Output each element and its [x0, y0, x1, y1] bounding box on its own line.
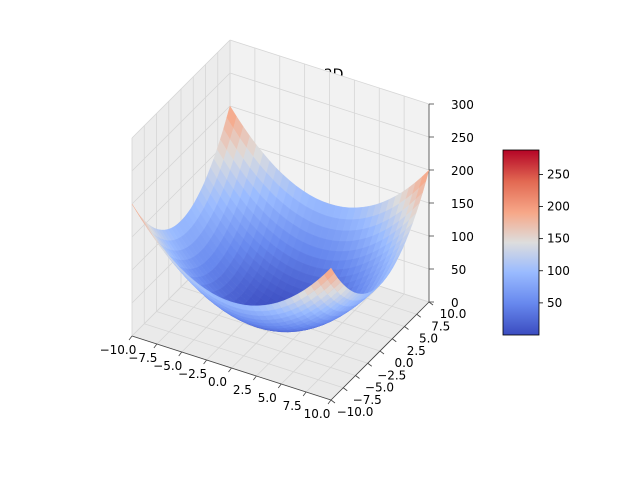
z-tick-label: 200 [451, 164, 474, 178]
grid-line [305, 293, 405, 393]
x-tick-label: 2.5 [233, 383, 252, 397]
y-tick-mark [428, 301, 434, 306]
y-tick-label: −7.5 [353, 393, 382, 407]
x-tick-mark [327, 399, 332, 405]
y-tick-label: −2.5 [377, 368, 406, 382]
colorbar-tick-label: 200 [547, 200, 570, 214]
grid-line [131, 138, 231, 238]
x-tick-mark [128, 335, 133, 341]
z-tick-label: 250 [451, 131, 474, 145]
y-tick-label: 10.0 [440, 307, 467, 321]
z-tick-label: 300 [451, 98, 474, 112]
z-tick-label: 0 [451, 296, 459, 310]
y-tick-mark [343, 387, 348, 392]
x-tick-mark [253, 375, 257, 381]
grid-line [229, 138, 430, 204]
grid-line [131, 39, 231, 139]
grid-line [131, 105, 231, 205]
grid-line [144, 323, 344, 389]
x-tick-mark [178, 351, 183, 357]
x-tick-label: −10.0 [100, 343, 137, 357]
grid-line [156, 311, 356, 376]
x-tick-mark [277, 383, 282, 389]
grid-line [168, 298, 368, 364]
grid-line [280, 285, 380, 385]
grid-line [229, 72, 430, 138]
surface-patch [324, 267, 335, 280]
z-axis-ticks: 0 50 100 150 200 250 300 [429, 98, 474, 310]
y-axis-ticks: −10.0−7.5−5.0−2.50.02.55.07.510.0 [330, 301, 467, 419]
grid-line [229, 39, 430, 105]
y-tick-mark [330, 399, 336, 404]
y-tick-mark [392, 338, 397, 343]
x-tick-label: −2.5 [178, 367, 207, 381]
x-tick-label: −5.0 [153, 359, 182, 373]
y-tick-mark [404, 326, 409, 330]
x-tick-label: 7.5 [283, 399, 302, 413]
y-tick-label: 2.5 [407, 344, 426, 358]
colorbar-tick-label: 50 [547, 296, 562, 310]
x-tick-mark [153, 343, 158, 349]
colorbar-tick-label: 250 [547, 167, 570, 181]
z-tick-label: 100 [451, 230, 474, 244]
x-tick-mark [302, 391, 307, 397]
x-tick-mark [228, 367, 232, 373]
y-tick-label: −5.0 [365, 381, 394, 395]
x-tick-label: 0.0 [208, 375, 227, 389]
surface-plot [131, 105, 430, 333]
y-tick-mark [367, 362, 372, 367]
colorbar-tick-label: 150 [547, 232, 570, 246]
colorbar-gradient [502, 149, 540, 336]
y-tick-mark [379, 350, 385, 355]
colorbar: 50 100 150 200 250 [502, 149, 570, 336]
colorbar-ticks: 50 100 150 200 250 [539, 167, 570, 310]
axes-3d: −10.0−7.5−5.0−2.50.02.55.07.510.0 −10.0−… [100, 39, 474, 421]
x-tick-label: 10.0 [304, 407, 331, 421]
grid-line [229, 105, 430, 171]
y-tick-label: 0.0 [394, 356, 413, 370]
colorbar-tick-label: 100 [547, 264, 570, 278]
x-tick-label: −7.5 [128, 351, 157, 365]
y-tick-label: 5.0 [419, 332, 438, 346]
x-axis-ticks: −10.0−7.5−5.0−2.50.0 2.5 5.0 7.510.0 [100, 335, 332, 421]
y-tick-mark [416, 313, 421, 318]
y-tick-mark [355, 375, 360, 379]
z-tick-label: 150 [451, 197, 474, 211]
y-tick-label: 7.5 [431, 319, 450, 333]
y-tick-label: −10.0 [337, 405, 374, 419]
x-tick-mark [203, 359, 207, 365]
z-tick-label: 50 [451, 263, 466, 277]
x-tick-label: 5.0 [258, 391, 277, 405]
grid-line [131, 72, 231, 172]
